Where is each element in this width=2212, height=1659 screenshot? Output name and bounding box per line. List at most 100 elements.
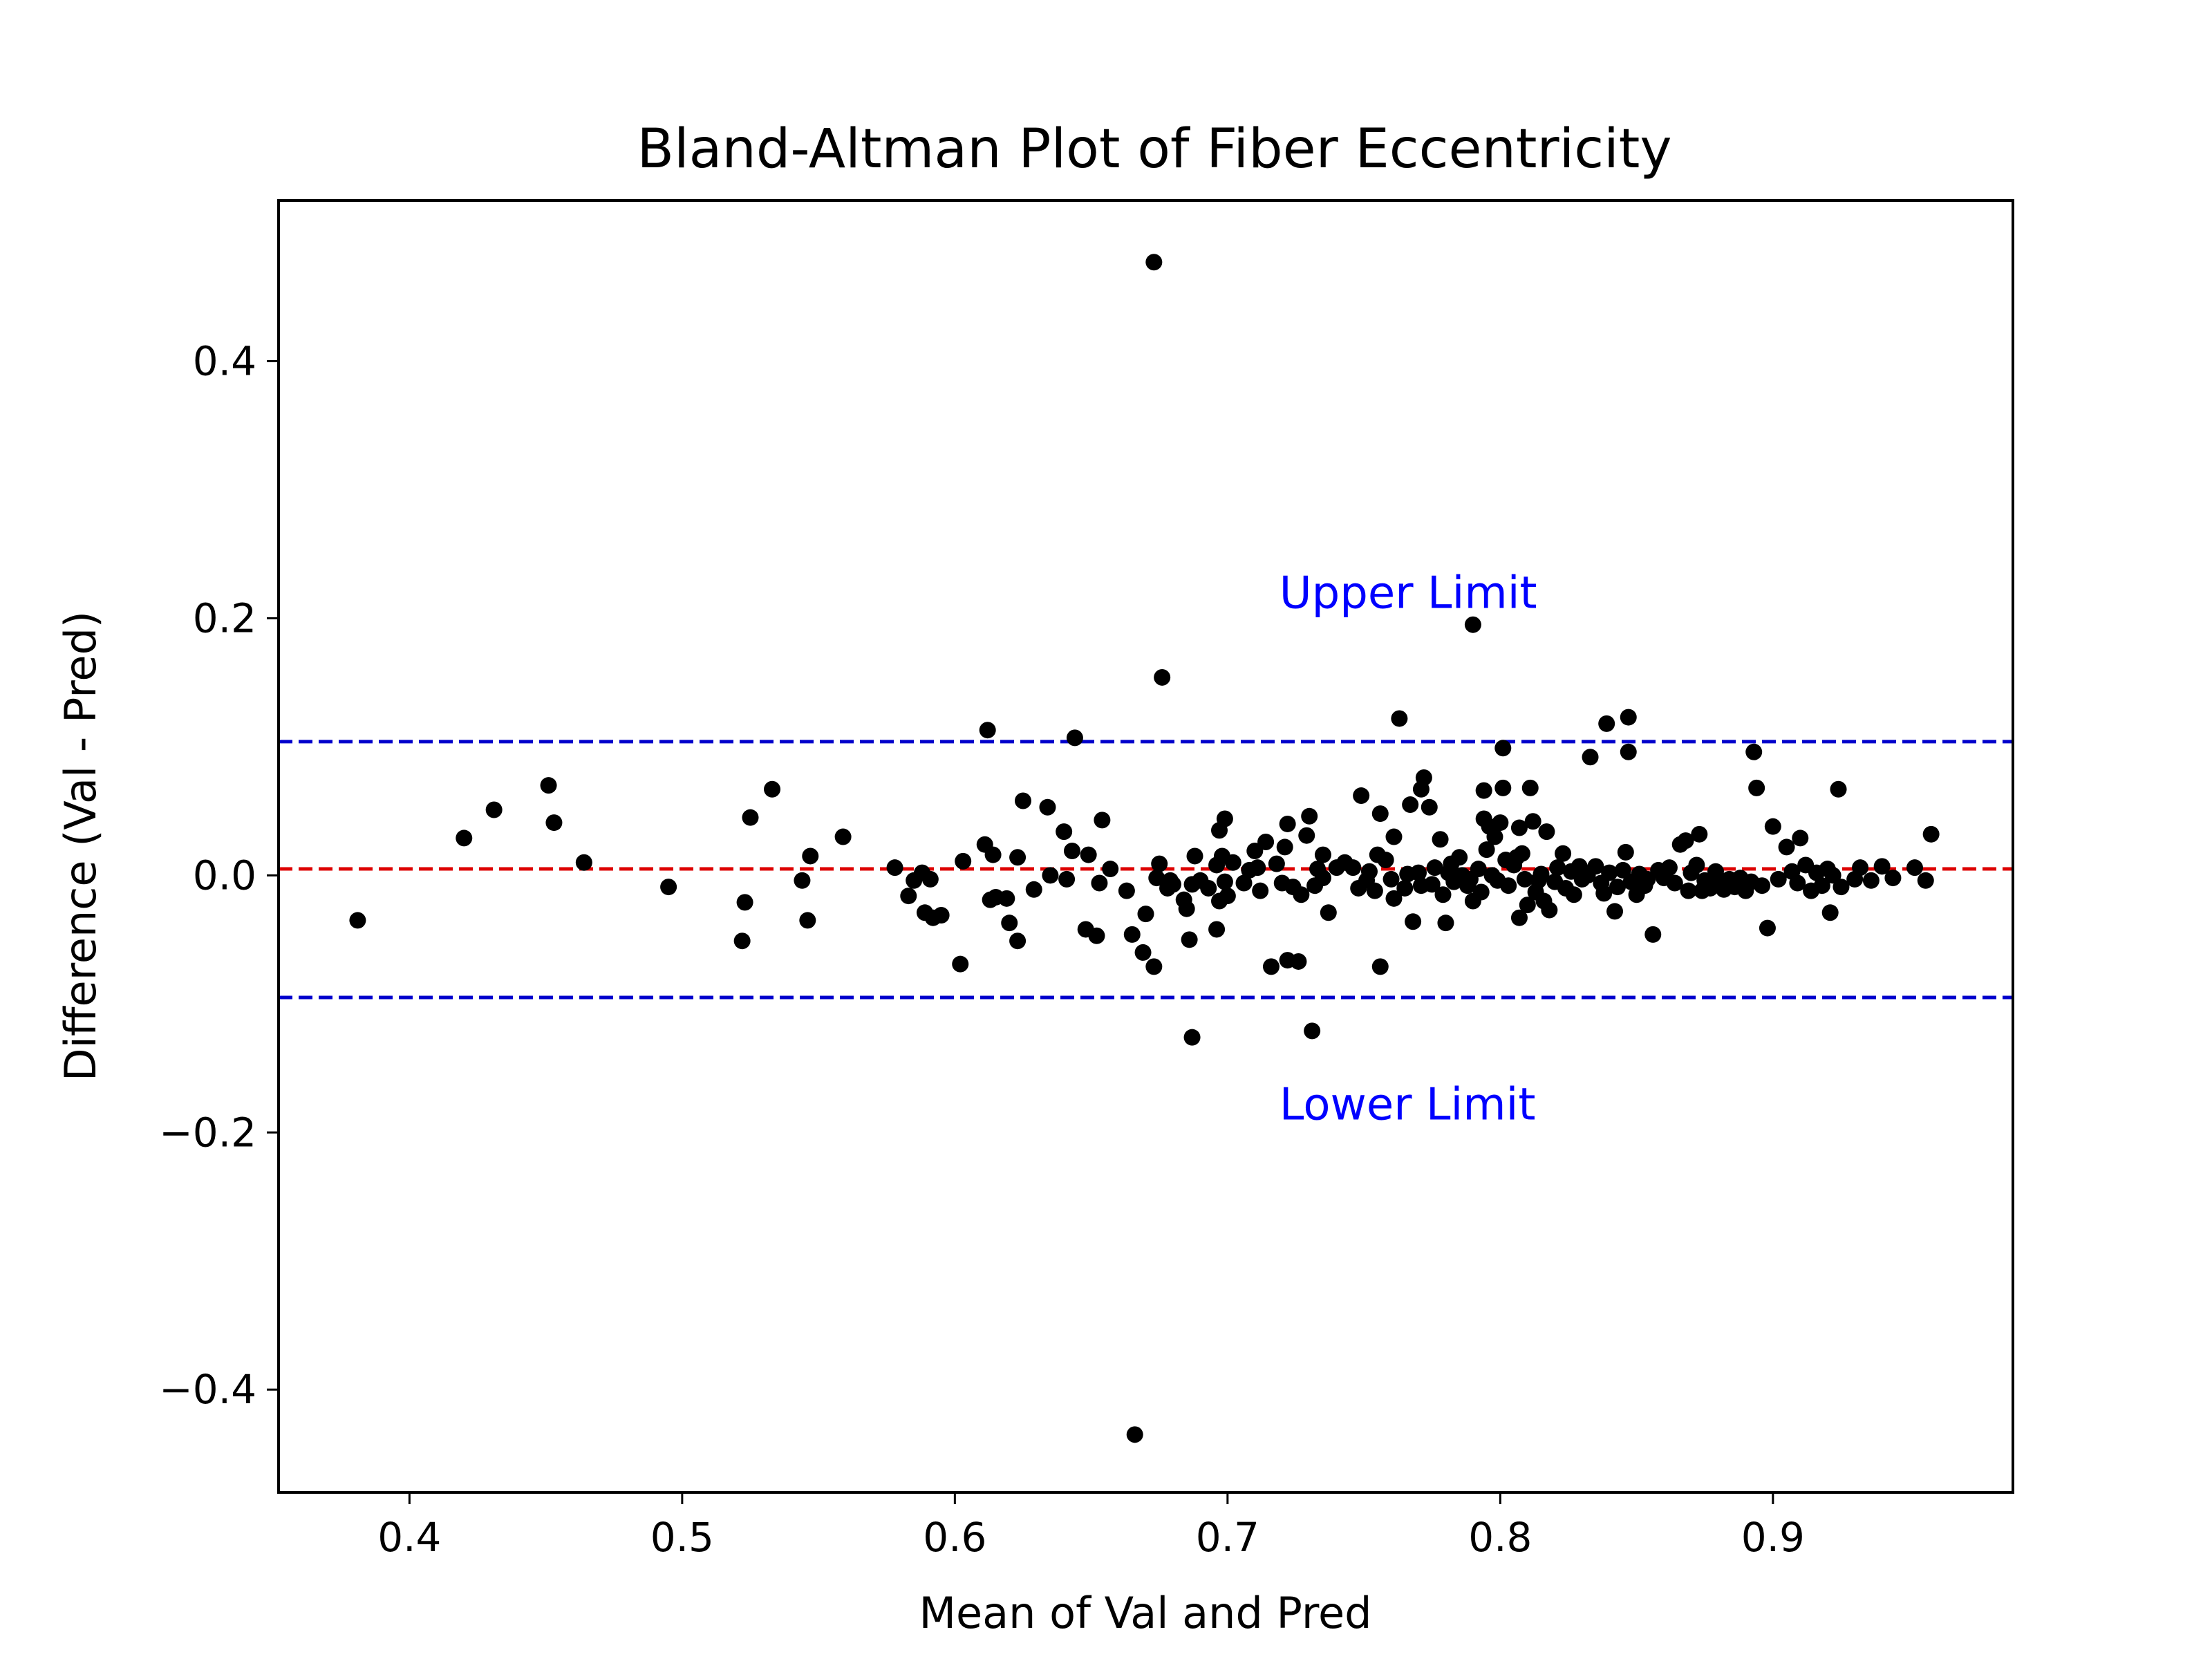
y-axis-label: Difference (Val - Pred) (55, 611, 106, 1081)
data-point (1353, 787, 1370, 805)
data-point (1917, 872, 1934, 889)
data-point (1922, 825, 1940, 843)
data-point (1360, 863, 1378, 880)
data-point (886, 859, 903, 877)
data-point (1601, 864, 1618, 881)
data-point (1415, 769, 1432, 787)
data-point (1432, 831, 1449, 848)
data-point (1371, 805, 1389, 823)
data-point (1371, 958, 1389, 975)
data-point (1118, 882, 1135, 899)
data-point (979, 722, 996, 739)
data-point (1510, 819, 1528, 836)
data-point (1056, 823, 1073, 841)
data-point (1123, 926, 1141, 943)
data-point (1137, 906, 1154, 923)
data-point (1666, 874, 1683, 892)
scatter-points (349, 254, 1940, 1443)
data-point (1862, 872, 1880, 889)
data-point (1677, 832, 1694, 850)
data-point (1852, 859, 1869, 877)
data-point (1246, 843, 1264, 860)
data-point (1145, 958, 1163, 975)
data-point (1009, 932, 1027, 950)
data-point (1181, 931, 1198, 948)
data-point (1688, 856, 1705, 874)
data-point (1088, 927, 1105, 944)
data-point (802, 847, 819, 865)
data-point (1873, 858, 1891, 875)
data-point (921, 870, 939, 888)
data-point (1154, 668, 1171, 686)
data-point (794, 872, 811, 889)
data-point (1183, 1029, 1201, 1046)
data-point (1298, 827, 1315, 844)
data-point (1884, 870, 1902, 887)
data-point (1421, 798, 1438, 816)
data-point (736, 894, 753, 911)
data-point (1314, 870, 1331, 887)
data-point (1620, 743, 1637, 760)
data-point (1235, 874, 1253, 892)
data-point (1660, 859, 1678, 877)
data-point (660, 879, 677, 896)
data-point (1426, 859, 1443, 877)
data-point (1391, 710, 1408, 727)
data-point (1813, 877, 1830, 894)
data-point (1644, 926, 1662, 943)
data-point (1609, 879, 1626, 896)
data-point (1385, 828, 1403, 845)
data-point (984, 846, 1002, 863)
data-point (1164, 876, 1181, 893)
data-point (764, 780, 781, 798)
y-tick-label: −0.4 (159, 1366, 256, 1413)
data-point (1314, 846, 1331, 863)
data-point (932, 906, 950, 924)
data-point (456, 830, 473, 847)
data-point (1754, 877, 1771, 894)
data-point (1582, 749, 1599, 766)
data-point (1186, 847, 1203, 865)
y-tick-label: 0.2 (193, 594, 256, 641)
data-point (1102, 861, 1119, 878)
data-point (1377, 852, 1394, 869)
data-point (1320, 904, 1337, 921)
data-point (998, 890, 1015, 907)
data-point (1094, 812, 1111, 829)
data-point (1382, 870, 1400, 888)
y-tick-label: −0.2 (159, 1109, 256, 1156)
data-point (1494, 779, 1512, 796)
data-point (1486, 828, 1503, 845)
x-axis-ticks: 0.4 0.5 0.6 0.7 0.8 0.9 (377, 1492, 1805, 1561)
data-point (1434, 886, 1452, 903)
data-point (1833, 879, 1850, 896)
x-axis-label: Mean of Val and Pred (919, 1588, 1372, 1638)
data-point (1151, 855, 1168, 872)
data-point (1464, 616, 1481, 633)
data-point (1268, 855, 1285, 872)
data-point (1519, 897, 1536, 914)
data-point (1472, 883, 1490, 901)
data-point (485, 801, 503, 818)
data-point (1821, 904, 1839, 921)
data-point (1293, 886, 1310, 903)
data-point (1039, 798, 1056, 816)
data-point (1402, 796, 1419, 814)
data-point (1080, 846, 1097, 863)
data-point (1500, 877, 1517, 894)
data-point (1257, 833, 1275, 850)
data-point (1451, 849, 1468, 866)
reference-lines (279, 740, 2013, 1000)
data-point (900, 888, 917, 905)
data-point (1409, 864, 1427, 881)
data-point (1249, 859, 1266, 877)
data-point (1595, 885, 1613, 902)
data-point (1470, 861, 1487, 878)
data-point (1606, 903, 1624, 920)
data-point (1216, 810, 1233, 827)
data-point (1216, 873, 1233, 890)
data-point (1301, 807, 1318, 825)
data-point (1770, 870, 1787, 888)
data-point (1524, 813, 1541, 830)
